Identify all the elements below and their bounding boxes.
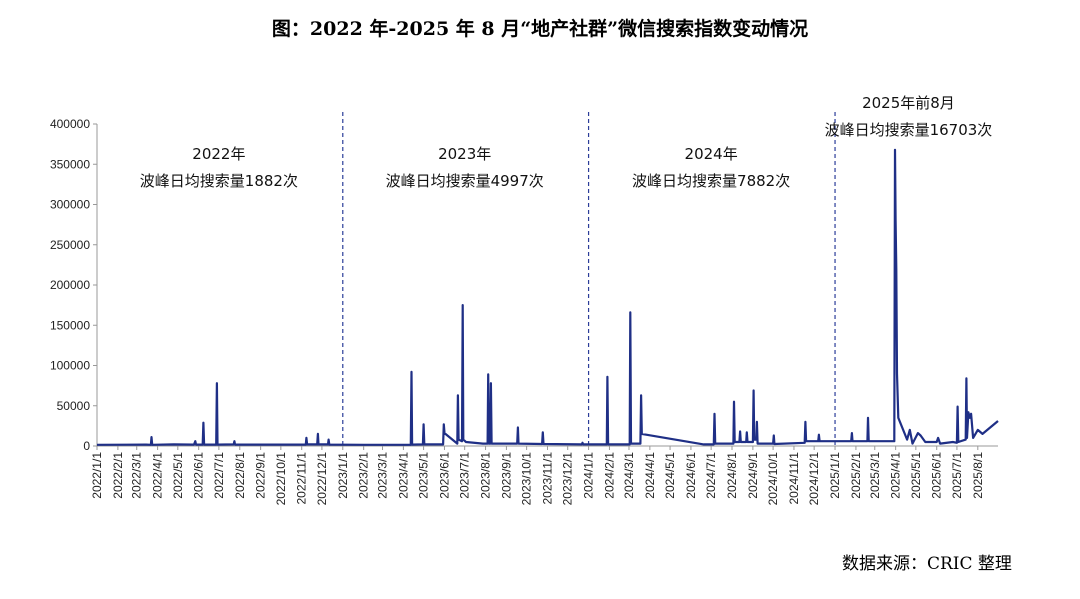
x-tick-label: 2022/3/1 xyxy=(130,452,144,499)
x-tick-label: 2024/10/1 xyxy=(766,452,780,506)
data-source-note: 数据来源：CRIC 整理 xyxy=(842,554,1012,574)
x-tick-label: 2022/11/1 xyxy=(295,452,309,505)
x-tick-label: 2023/11/1 xyxy=(541,452,555,505)
x-tick-label: 2023/5/1 xyxy=(417,452,431,499)
x-tick-label: 2025/7/1 xyxy=(950,452,964,499)
x-tick-label: 2025/5/1 xyxy=(909,452,923,499)
x-tick-label: 2022/2/1 xyxy=(111,452,125,499)
x-tick-label: 2022/5/1 xyxy=(171,452,185,499)
annotation-label: 波峰日均搜索量1882次 xyxy=(140,172,298,190)
x-tick-label: 2023/7/1 xyxy=(458,452,472,499)
x-tick-label: 2023/4/1 xyxy=(396,452,410,499)
y-tick-label: 250000 xyxy=(50,238,90,252)
y-tick-labels: 0 50000 100000 150000 200000 250000 300000 3500… xyxy=(50,117,97,453)
y-tick-label: 100000 xyxy=(50,359,90,373)
x-tick-label: 2024/8/1 xyxy=(725,452,739,499)
x-tick-label: 2023/6/1 xyxy=(437,452,451,499)
x-tick-label: 2023/9/1 xyxy=(499,452,513,499)
x-tick-label: 2022/4/1 xyxy=(151,452,165,499)
x-tick-label: 2024/5/1 xyxy=(663,452,677,499)
series-line xyxy=(96,148,999,446)
annotation-label: 2025年前8月 xyxy=(862,94,955,112)
annotation-label: 波峰日均搜索量4997次 xyxy=(386,172,544,190)
x-tick-label: 2022/9/1 xyxy=(254,452,268,499)
x-tick-label: 2024/2/1 xyxy=(602,452,616,499)
x-tick-label: 2022/12/1 xyxy=(315,452,329,506)
annotation-layer: 2022年波峰日均搜索量1882次2023年波峰日均搜索量4997次2024年波… xyxy=(140,94,993,190)
x-tick-label: 2025/2/1 xyxy=(849,452,863,499)
x-tick-label: 2025/8/1 xyxy=(971,452,985,499)
x-tick-label: 2024/4/1 xyxy=(643,452,657,499)
page-title: 图：2022 年-2025 年 8 月“地产社群”微信搜索指数变动情况 xyxy=(271,18,809,40)
x-tick-label: 2022/7/1 xyxy=(212,452,226,499)
annotation-label: 波峰日均搜索量16703次 xyxy=(825,121,993,139)
y-tick-label: 50000 xyxy=(57,399,91,413)
x-tick-label: 2022/6/1 xyxy=(192,452,206,499)
annotation-label: 2024年 xyxy=(685,145,738,163)
annotation-label: 波峰日均搜索量7882次 xyxy=(632,172,790,190)
x-tick-label: 2023/2/1 xyxy=(357,452,371,499)
x-tick-label: 2024/6/1 xyxy=(684,452,698,499)
x-tick-label: 2024/9/1 xyxy=(746,452,760,499)
x-tick-label: 2023/3/1 xyxy=(376,452,390,499)
y-tick-label: 400000 xyxy=(50,117,90,131)
x-tick-label: 2022/8/1 xyxy=(233,452,247,499)
annotation-label: 2023年 xyxy=(438,145,491,163)
x-tick-label: 2023/12/1 xyxy=(561,452,575,506)
series-layer xyxy=(96,148,999,446)
x-tick-label: 2023/10/1 xyxy=(520,452,534,506)
x-tick-label: 2024/11/1 xyxy=(787,452,801,505)
y-tick-label: 200000 xyxy=(50,278,90,292)
y-tick-label: 150000 xyxy=(50,318,90,332)
x-tick-label: 2024/3/1 xyxy=(622,452,636,499)
x-tick-label: 2025/6/1 xyxy=(930,452,944,499)
x-tick-label: 2025/3/1 xyxy=(868,452,882,499)
x-tick-label: 2025/1/1 xyxy=(828,452,842,499)
y-tick-label: 0 xyxy=(83,439,90,453)
x-tick-label: 2024/7/1 xyxy=(704,452,718,499)
x-tick-label: 2024/12/1 xyxy=(807,452,821,506)
x-tick-label: 2022/1/1 xyxy=(90,452,104,499)
x-tick-label: 2024/1/1 xyxy=(582,452,596,499)
y-tick-label: 300000 xyxy=(50,198,90,212)
year-dividers xyxy=(342,112,836,446)
y-tick-label: 350000 xyxy=(50,157,90,171)
x-tick-label: 2023/8/1 xyxy=(479,452,493,499)
annotation-label: 2022年 xyxy=(192,145,245,163)
x-tick-label: 2022/10/1 xyxy=(274,452,288,506)
x-tick-label: 2025/4/1 xyxy=(889,452,903,499)
x-tick-label: 2023/1/1 xyxy=(336,452,350,499)
x-tick-labels: 2022/1/1 2022/2/1 2022/3/1 2022/4/1 2022/5/1… xyxy=(90,446,985,505)
